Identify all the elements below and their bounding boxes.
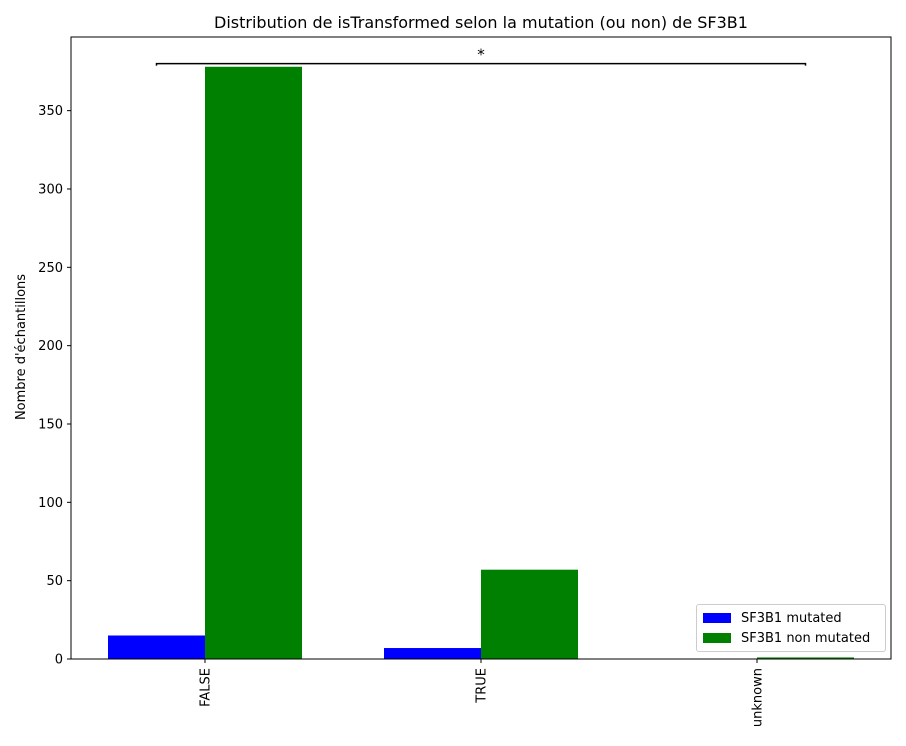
legend-swatch-mutated	[703, 613, 731, 623]
bar-non-mutated-unknown	[757, 657, 854, 659]
bars-group	[108, 66, 854, 660]
y-tick-label: 200	[38, 339, 63, 354]
legend: SF3B1 mutated SF3B1 non mutated	[696, 604, 886, 652]
legend-swatch-non-mutated	[703, 633, 731, 643]
chart-title: Distribution de isTransformed selon la m…	[214, 13, 748, 32]
y-axis-label: Nombre d'échantillons	[14, 274, 29, 420]
x-ticks-group: FALSE TRUE unknown	[199, 659, 766, 727]
y-ticks-group: 0 50 100 150 200 250 300 350	[38, 104, 71, 668]
significance-annotation: *	[155, 46, 807, 66]
x-tick-label-unknown: unknown	[751, 668, 766, 727]
y-tick-label: 300	[38, 182, 63, 197]
y-tick-label: 250	[38, 261, 63, 276]
y-tick-label: 100	[38, 496, 63, 511]
legend-label-non-mutated: SF3B1 non mutated	[741, 630, 871, 646]
legend-item-non-mutated: SF3B1 non mutated	[703, 630, 870, 646]
bar-mutated-false	[108, 635, 205, 659]
y-tick-label: 150	[38, 417, 63, 432]
y-tick-label: 50	[46, 574, 63, 589]
significance-star: *	[477, 46, 485, 64]
bar-non-mutated-false	[205, 66, 302, 660]
x-tick-label-true: TRUE	[475, 668, 490, 704]
plot-frame	[70, 36, 892, 660]
bar-non-mutated-true	[481, 569, 578, 659]
y-tick-label: 350	[38, 104, 63, 119]
bar-mutated-true	[384, 648, 481, 659]
legend-label-mutated: SF3B1 mutated	[741, 610, 842, 626]
x-tick-label-false: FALSE	[199, 668, 214, 707]
significance-bracket	[155, 62, 807, 66]
y-tick-label: 0	[55, 653, 63, 668]
legend-item-mutated: SF3B1 mutated	[703, 610, 842, 626]
